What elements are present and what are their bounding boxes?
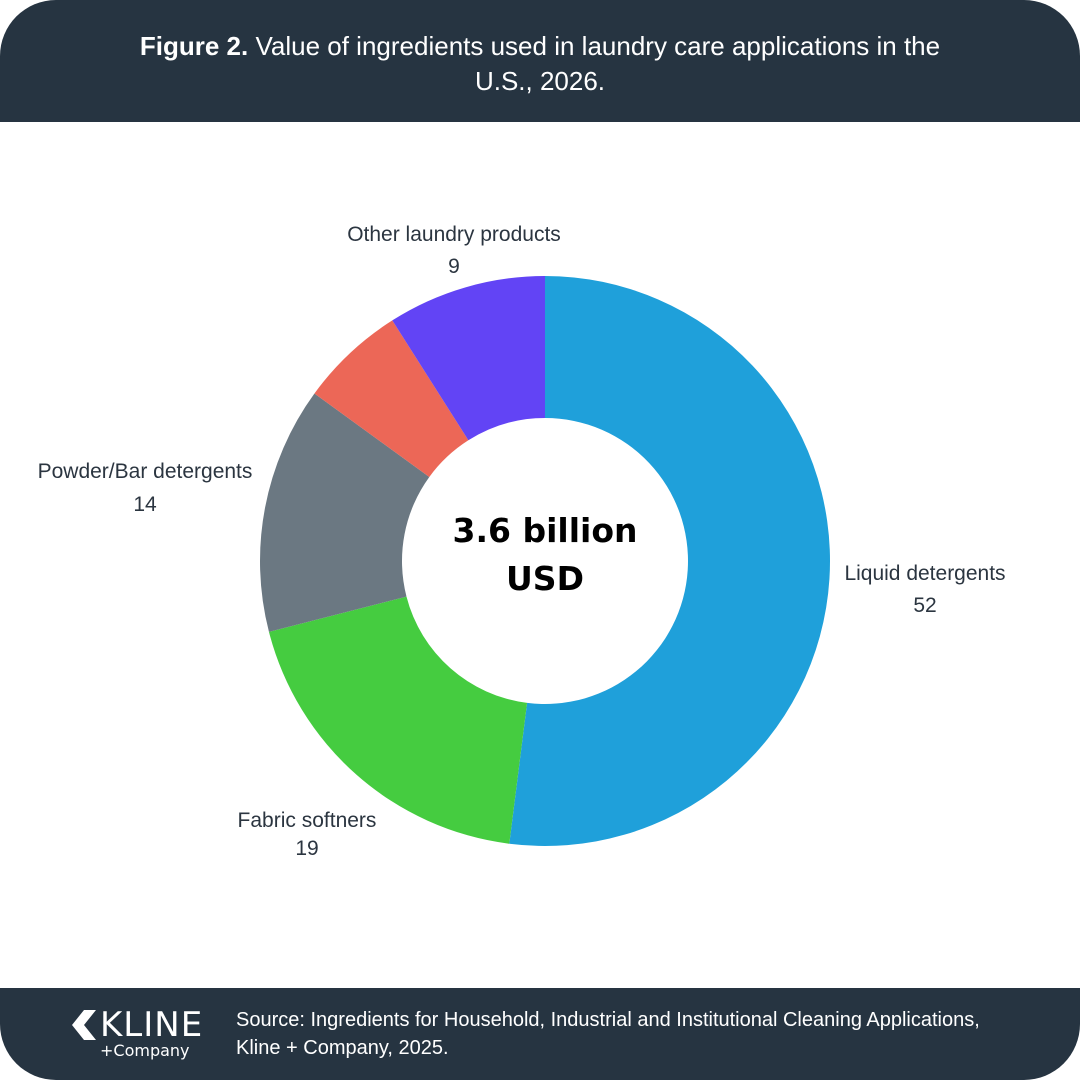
slice-label-name-1: Liquid detergents [844, 562, 1005, 585]
source-line-1: Source: Ingredients for Household, Indus… [236, 1009, 980, 1031]
figure-number: Figure 2. [139, 31, 249, 61]
slice-label-name-5: Other laundry products [347, 223, 561, 246]
figure-title-text: Value of ingredients used in laundry car… [255, 31, 941, 96]
slice-labels: Liquid detergents 52 Fabric softners 19 Powd… [38, 223, 1006, 860]
center-label-line2: USD [506, 559, 584, 598]
figure-header: Figure 2. Value of ingredients used in l… [0, 0, 1080, 122]
slice-label-value-3: 14 [133, 493, 157, 516]
donut-chart: Liquid detergents 52 Fabric softners 19 Powd… [38, 223, 1006, 860]
donut-slice-5 [392, 276, 545, 441]
logo-wordmark: KLINE [100, 1005, 204, 1045]
slice-label-value-1: 52 [913, 594, 936, 617]
kline-logo: KLINE +Company [72, 1005, 207, 1062]
logo-subtitle: +Company [100, 1041, 190, 1060]
slice-label-value-2: 19 [295, 837, 318, 860]
kline-chevron-icon [72, 1010, 96, 1040]
source-line-2: Kline + Company, 2025. [236, 1037, 449, 1059]
figure-footer: KLINE +Company Source: Ingredients for H… [0, 988, 1080, 1080]
donut-slice-2 [268, 596, 528, 844]
slice-label-name-3: Powder/Bar detergents [38, 460, 253, 483]
figure-title: Figure 2. Value of ingredients used in l… [120, 23, 960, 99]
source-note: Source: Ingredients for Household, Indus… [236, 1006, 1036, 1062]
center-label-line1: 3.6 billion [453, 511, 638, 550]
slice-label-value-5: 9 [448, 255, 460, 278]
slice-label-name-2: Fabric softners [238, 809, 377, 832]
donut-slice-3 [259, 393, 430, 632]
donut-slice-1 [509, 276, 830, 846]
donut-slice-4 [314, 320, 469, 477]
donut-slices [259, 276, 830, 846]
